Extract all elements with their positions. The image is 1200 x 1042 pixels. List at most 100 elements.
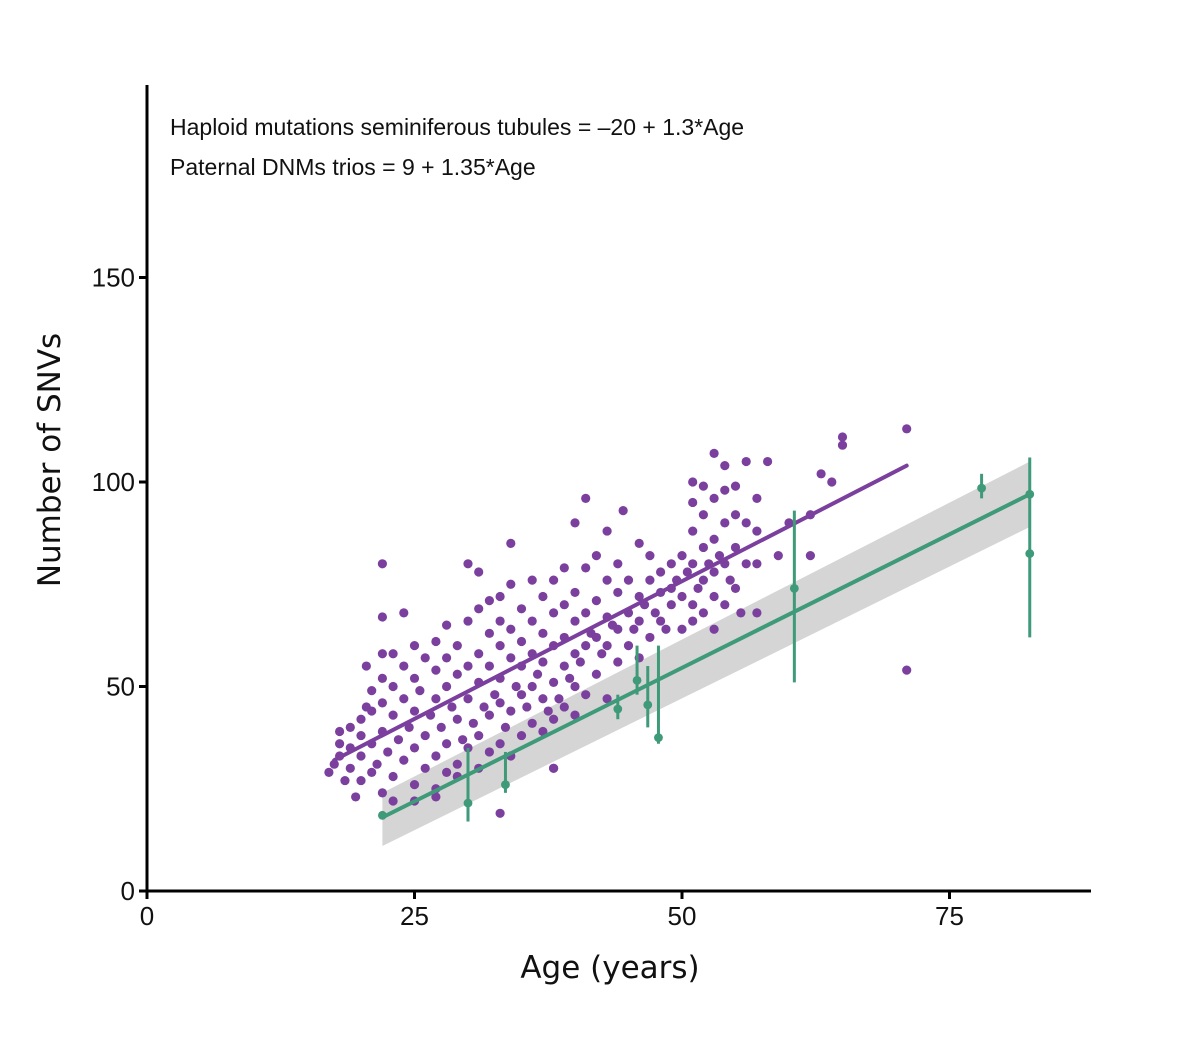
haploid-point: [484, 747, 494, 757]
trios-point: [501, 780, 510, 790]
x-tick-label: 25: [400, 901, 429, 931]
haploid-point: [516, 690, 527, 700]
errorbar-layer: [378, 457, 1035, 822]
trios-point: [1025, 489, 1035, 499]
haploid-point: [506, 579, 516, 589]
haploid-point: [591, 551, 602, 561]
haploid-point: [570, 681, 580, 692]
haploid-point: [661, 624, 671, 634]
haploid-point: [634, 538, 644, 548]
haploid-point: [474, 730, 484, 741]
haploid-point: [602, 575, 612, 585]
haploid-point: [351, 792, 361, 802]
haploid-point: [377, 788, 387, 798]
haploid-point: [837, 432, 848, 442]
haploid-point: [714, 551, 725, 561]
haploid-point: [516, 730, 527, 741]
haploid-point: [559, 600, 569, 610]
haploid-point: [805, 551, 816, 561]
haploid-point: [591, 596, 602, 606]
haploid-point: [549, 714, 559, 724]
haploid-point: [484, 710, 494, 720]
haploid-point: [538, 591, 548, 602]
tick-layer: 0 25 50 75 0 50 100 150: [92, 263, 964, 932]
haploid-point: [559, 702, 569, 712]
haploid-point: [666, 600, 676, 610]
haploid-point: [420, 730, 430, 741]
haploid-point: [399, 755, 409, 765]
trios-point: [378, 810, 387, 820]
haploid-point: [484, 628, 494, 638]
haploid-point: [538, 657, 548, 667]
trios-point: [613, 704, 623, 714]
haploid-point: [591, 632, 602, 643]
haploid-point: [565, 673, 575, 683]
haploid-point: [709, 534, 719, 544]
trios-point: [463, 798, 473, 808]
haploid-point: [720, 600, 730, 610]
haploid-point: [409, 743, 420, 753]
haploid-point: [623, 575, 634, 585]
haploid-point: [752, 526, 762, 536]
haploid-point: [698, 542, 709, 553]
haploid-point: [752, 493, 762, 503]
haploid-point: [581, 641, 591, 651]
haploid-point: [575, 657, 585, 667]
haploid-point: [532, 669, 543, 679]
haploid-point: [377, 673, 387, 683]
haploid-point: [645, 575, 655, 585]
x-tick-label: 75: [935, 901, 964, 931]
haploid-point: [383, 747, 393, 757]
haploid-point: [468, 718, 478, 728]
haploid-point: [367, 685, 377, 696]
haploid-point: [709, 567, 719, 577]
haploid-point: [709, 448, 719, 458]
haploid-point: [409, 641, 420, 651]
haploid-point: [559, 661, 569, 671]
haploid-point: [645, 632, 655, 643]
haploid-point: [442, 620, 452, 630]
point-layer: [324, 424, 912, 818]
haploid-point: [511, 681, 521, 692]
haploid-point: [409, 706, 420, 716]
haploid-point: [388, 771, 398, 782]
haploid-point: [581, 690, 591, 700]
haploid-point: [484, 661, 494, 671]
haploid-point: [388, 710, 398, 720]
trios-point: [632, 675, 642, 685]
haploid-point: [409, 673, 420, 683]
haploid-point: [452, 669, 462, 679]
haploid-point: [725, 575, 735, 585]
y-axis-title: Number of SNVs: [32, 333, 68, 587]
x-tick-label: 50: [668, 901, 697, 931]
haploid-point: [730, 542, 741, 553]
haploid-point: [629, 624, 639, 634]
annotation-haploid-equation: Haploid mutations seminiferous tubules =…: [170, 114, 744, 140]
haploid-point: [709, 493, 719, 503]
haploid-point: [613, 657, 623, 667]
haploid-point: [388, 649, 398, 659]
haploid-point: [570, 587, 580, 598]
haploid-point: [538, 694, 548, 704]
haploid-point: [613, 587, 623, 598]
haploid-point: [420, 653, 430, 663]
haploid-point: [463, 694, 473, 704]
haploid-point: [645, 551, 655, 561]
haploid-point: [495, 698, 505, 708]
haploid-point: [404, 722, 414, 733]
haploid-point: [372, 759, 382, 769]
haploid-point: [506, 538, 516, 548]
haploid-point: [356, 714, 366, 724]
haploid-point: [682, 567, 692, 577]
haploid-point: [549, 575, 559, 585]
haploid-point: [741, 559, 751, 569]
haploid-point: [698, 575, 709, 585]
y-tick-label: 100: [92, 467, 135, 497]
haploid-point: [463, 661, 473, 671]
haploid-point: [377, 559, 387, 569]
haploid-point: [388, 681, 398, 692]
haploid-point: [484, 596, 494, 606]
haploid-point: [666, 559, 676, 569]
haploid-point: [367, 767, 377, 777]
